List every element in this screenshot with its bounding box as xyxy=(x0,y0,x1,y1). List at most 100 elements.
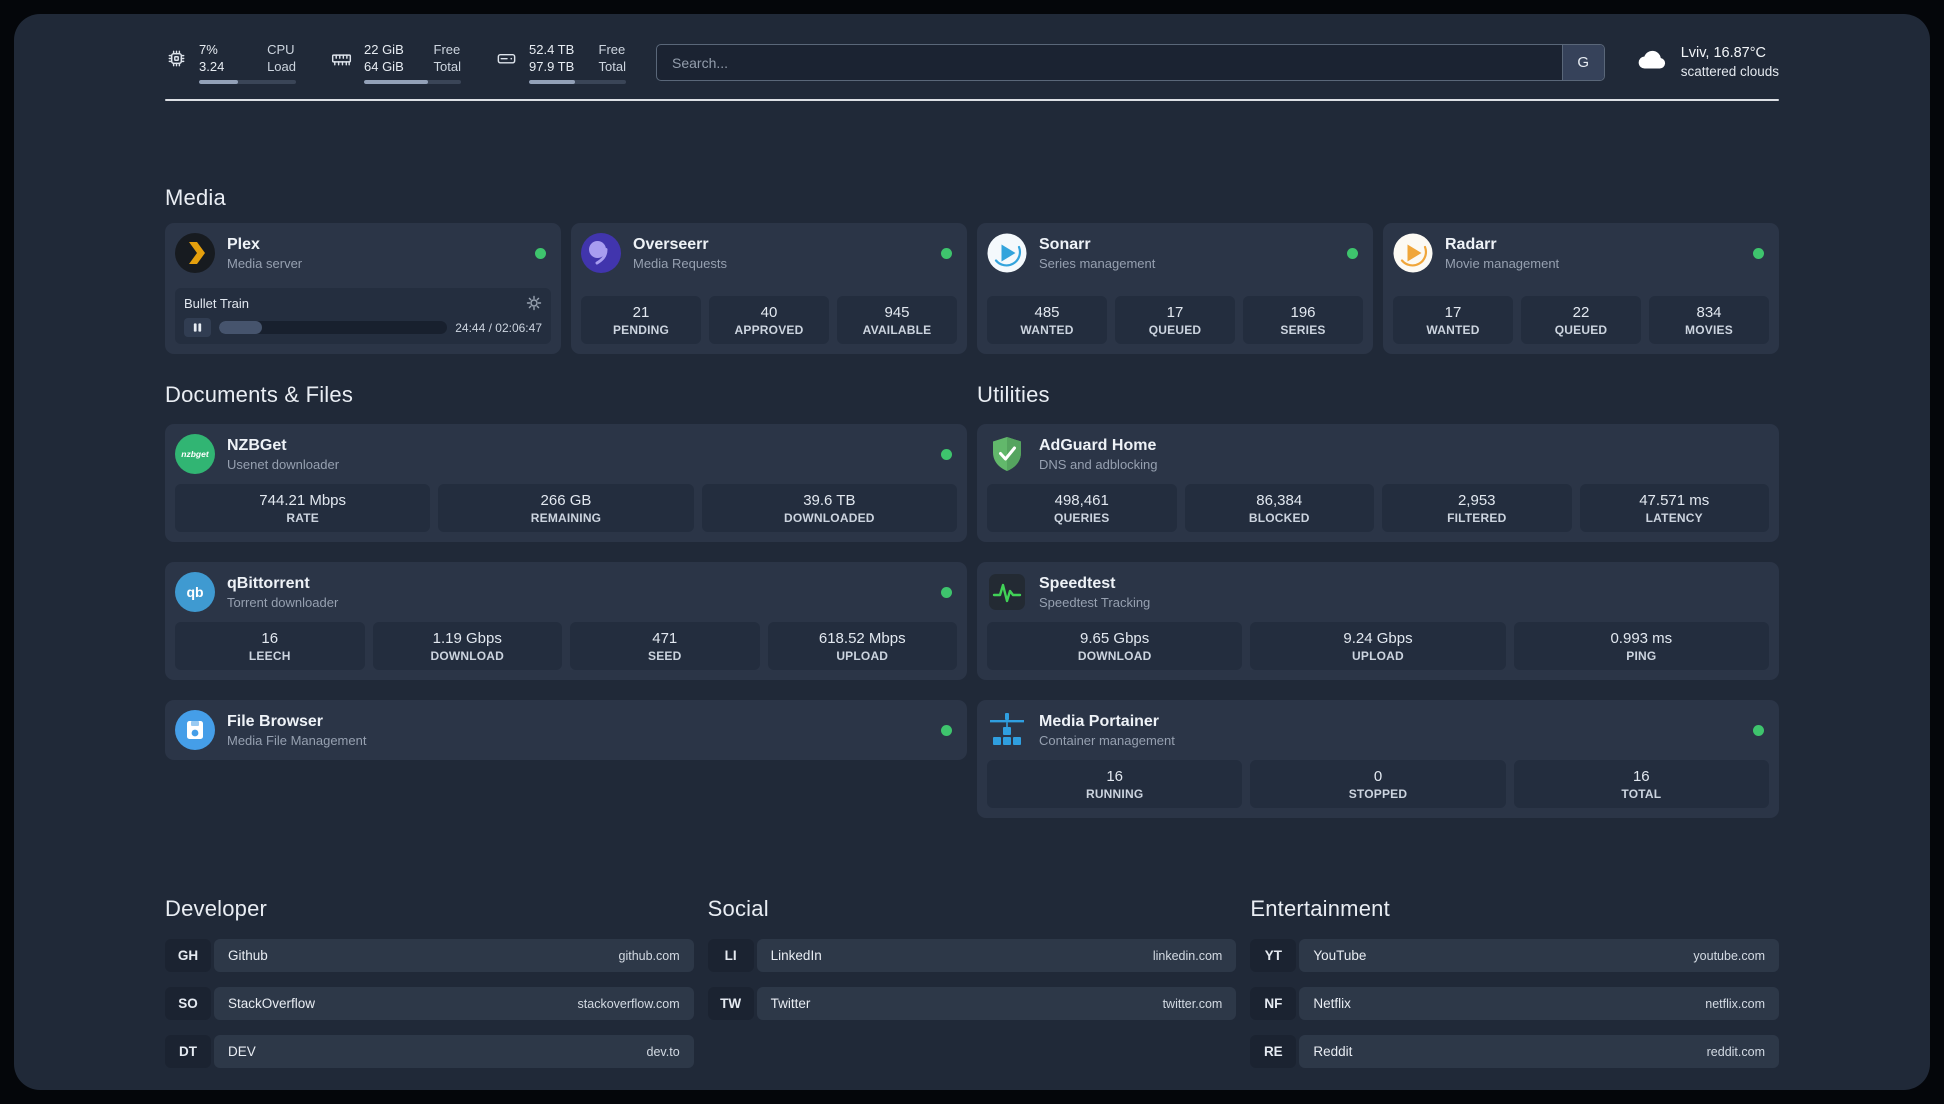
stat-pending: 21 PENDING xyxy=(581,296,701,344)
stat-stopped: 0 STOPPED xyxy=(1250,760,1506,808)
app-title: Overseerr xyxy=(633,236,709,253)
stat-label: UPLOAD xyxy=(836,648,889,663)
stat-label: QUERIES xyxy=(1054,510,1110,525)
bookmark-item-linkedin[interactable]: LI LinkedIn linkedin.com xyxy=(707,939,1237,972)
bookmark-item-github[interactable]: GH Github github.com xyxy=(165,939,694,972)
stat-label: RUNNING xyxy=(1085,786,1144,801)
overseerr-icon xyxy=(581,233,621,273)
stat-remaining: 266 GB REMAINING xyxy=(438,484,694,532)
stats-row: 744.21 Mbps RATE 266 GB REMAINING 39.6 TB DOW… xyxy=(175,484,957,532)
app-subtitle: Media server xyxy=(227,256,303,271)
bookmark-list: GH Github github.com SO StackOverflow stackov… xyxy=(165,939,694,1068)
stat-queued: 22 QUEUED xyxy=(1521,296,1641,344)
bookmark-item-dev[interactable]: DT DEV dev.to xyxy=(165,1035,694,1068)
app-subtitle: Usenet downloader xyxy=(227,457,340,472)
bookmark-list: YT YouTube youtube.com NF Netflix netflix.com… xyxy=(1250,939,1779,1068)
bookmark-link[interactable]: YouTube youtube.com xyxy=(1299,939,1779,972)
app-info: Radarr Movie management xyxy=(1445,234,1741,272)
now-playing-title: Bullet Train xyxy=(184,295,250,311)
status-dot-online xyxy=(535,247,546,259)
stat-value: 86,384 xyxy=(1256,491,1303,509)
app-card-filebrowser[interactable]: File Browser Media File Management xyxy=(165,700,967,760)
bookmark-abbr: LI xyxy=(707,939,754,972)
section-title-entertainment: Entertainment xyxy=(1250,896,1390,921)
bookmark-group-social: Social LI LinkedIn linkedin.com TW Twitter twi… xyxy=(707,896,1237,1068)
stat-rate: 744.21 Mbps RATE xyxy=(175,484,431,532)
stat-value: 2,953 xyxy=(1457,491,1496,509)
card-header: Sonarr Series management xyxy=(987,233,1363,273)
storage-readout: 52.4 TB 97.9 TB Free Total xyxy=(529,41,626,84)
stat-leech: 16 LEECH xyxy=(175,622,365,670)
stat-label: DOWNLOADED xyxy=(783,510,875,525)
memory-total-value: 64 GiB xyxy=(364,59,404,74)
app-info: qBittorrent Torrent downloader xyxy=(227,573,929,611)
cpu-progress-bar xyxy=(199,80,296,84)
card-header: nzbget NZBGet Usenet downloader xyxy=(175,434,957,474)
bookmark-link[interactable]: Github github.com xyxy=(214,939,694,972)
app-card-overseerr[interactable]: Overseerr Media Requests 21 PENDING 40 APPROV… xyxy=(571,223,967,354)
bookmark-link[interactable]: Twitter twitter.com xyxy=(756,987,1237,1020)
stat-ping: 0.993 ms PING xyxy=(1513,622,1769,670)
bookmark-abbr: DT xyxy=(165,1035,211,1068)
card-header: File Browser Media File Management xyxy=(175,710,957,750)
bookmark-link[interactable]: LinkedIn linkedin.com xyxy=(756,939,1237,972)
stat-download: 9.65 Gbps DOWNLOAD xyxy=(987,622,1243,670)
bookmark-name: Github xyxy=(228,948,268,963)
gear-icon[interactable] xyxy=(526,295,542,311)
media-cards-row: Plex Media server Bullet Train 24:44 / 02:0… xyxy=(165,223,1779,354)
bookmark-name: Netflix xyxy=(1313,996,1351,1011)
search-engine-button[interactable]: G xyxy=(1561,45,1604,80)
stat-label: STOPPED xyxy=(1348,786,1408,801)
playback-progress[interactable] xyxy=(219,321,448,334)
memory-readout: 22 GiB 64 GiB Free Total xyxy=(364,41,461,84)
app-card-nzbget[interactable]: nzbget NZBGet Usenet downloader 744.21 Mbps… xyxy=(165,424,967,542)
search-bar: G xyxy=(656,44,1605,81)
stat-wanted: 485 WANTED xyxy=(987,296,1107,344)
bookmark-item-stackoverflow[interactable]: SO StackOverflow stackoverflow.com xyxy=(165,987,694,1020)
svg-text:qb: qb xyxy=(186,584,203,600)
stat-upload: 9.24 Gbps UPLOAD xyxy=(1250,622,1506,670)
app-card-portainer[interactable]: Media Portainer Container management 16 RUN… xyxy=(977,700,1779,818)
bookmark-link[interactable]: Reddit reddit.com xyxy=(1299,1035,1779,1068)
stat-value: 21 xyxy=(632,303,650,321)
memory-free-value: 22 GiB xyxy=(364,42,404,57)
app-card-radarr[interactable]: Radarr Movie management 17 WANTED 22 QUEUED 83… xyxy=(1383,223,1779,354)
app-card-sonarr[interactable]: Sonarr Series management 485 WANTED 17 QUEUED… xyxy=(977,223,1373,354)
bookmark-item-netflix[interactable]: NF Netflix netflix.com xyxy=(1250,987,1779,1020)
svg-text:nzbget: nzbget xyxy=(181,449,210,459)
bookmark-name: LinkedIn xyxy=(770,948,822,963)
app-subtitle: Media Requests xyxy=(633,256,727,271)
app-info: AdGuard Home DNS and adblocking xyxy=(1039,435,1769,473)
stat-value: 1.19 Gbps xyxy=(432,629,502,647)
bookmark-item-reddit[interactable]: RE Reddit reddit.com xyxy=(1250,1035,1779,1068)
weather-condition: scattered clouds xyxy=(1680,64,1779,79)
card-header: Radarr Movie management xyxy=(1393,233,1769,273)
player-title-row: Bullet Train xyxy=(184,295,542,311)
card-header: Plex Media server xyxy=(175,233,551,273)
radarr-icon xyxy=(1393,233,1433,273)
stat-value: 22 xyxy=(1572,303,1590,321)
stat-label: BLOCKED xyxy=(1248,510,1310,525)
status-dot-online xyxy=(941,724,952,736)
app-subtitle: Media File Management xyxy=(227,733,367,748)
bookmark-abbr: YT xyxy=(1250,939,1297,972)
weather-widget[interactable]: Lviv, 16.87°C scattered clouds xyxy=(1635,43,1779,82)
bookmark-link[interactable]: DEV dev.to xyxy=(214,1035,694,1068)
bookmark-url: netflix.com xyxy=(1705,996,1765,1011)
app-title: qBittorrent xyxy=(227,575,310,592)
app-card-speedtest[interactable]: Speedtest Speedtest Tracking 9.65 Gbps DOWN… xyxy=(977,562,1779,680)
bookmark-list: LI LinkedIn linkedin.com TW Twitter twitter.c… xyxy=(707,939,1237,1020)
pause-button[interactable] xyxy=(184,318,211,337)
bookmark-link[interactable]: StackOverflow stackoverflow.com xyxy=(214,987,694,1020)
bookmark-item-youtube[interactable]: YT YouTube youtube.com xyxy=(1250,939,1779,972)
bookmark-name: StackOverflow xyxy=(228,996,316,1011)
app-card-plex[interactable]: Plex Media server Bullet Train 24:44 / 02:0… xyxy=(165,223,561,354)
section-title-documents: Documents & Files xyxy=(165,382,354,407)
app-card-adguard[interactable]: AdGuard Home DNS and adblocking 498,461 QUE… xyxy=(977,424,1779,542)
search-input[interactable] xyxy=(656,44,1605,81)
app-info: Plex Media server xyxy=(227,234,523,272)
bookmark-link[interactable]: Netflix netflix.com xyxy=(1299,987,1779,1020)
app-card-qbittorrent[interactable]: qb qBittorrent Torrent downloader 16 LEECH 1.… xyxy=(165,562,967,680)
bookmark-item-twitter[interactable]: TW Twitter twitter.com xyxy=(707,987,1237,1020)
stat-value: 17 xyxy=(1166,303,1184,321)
